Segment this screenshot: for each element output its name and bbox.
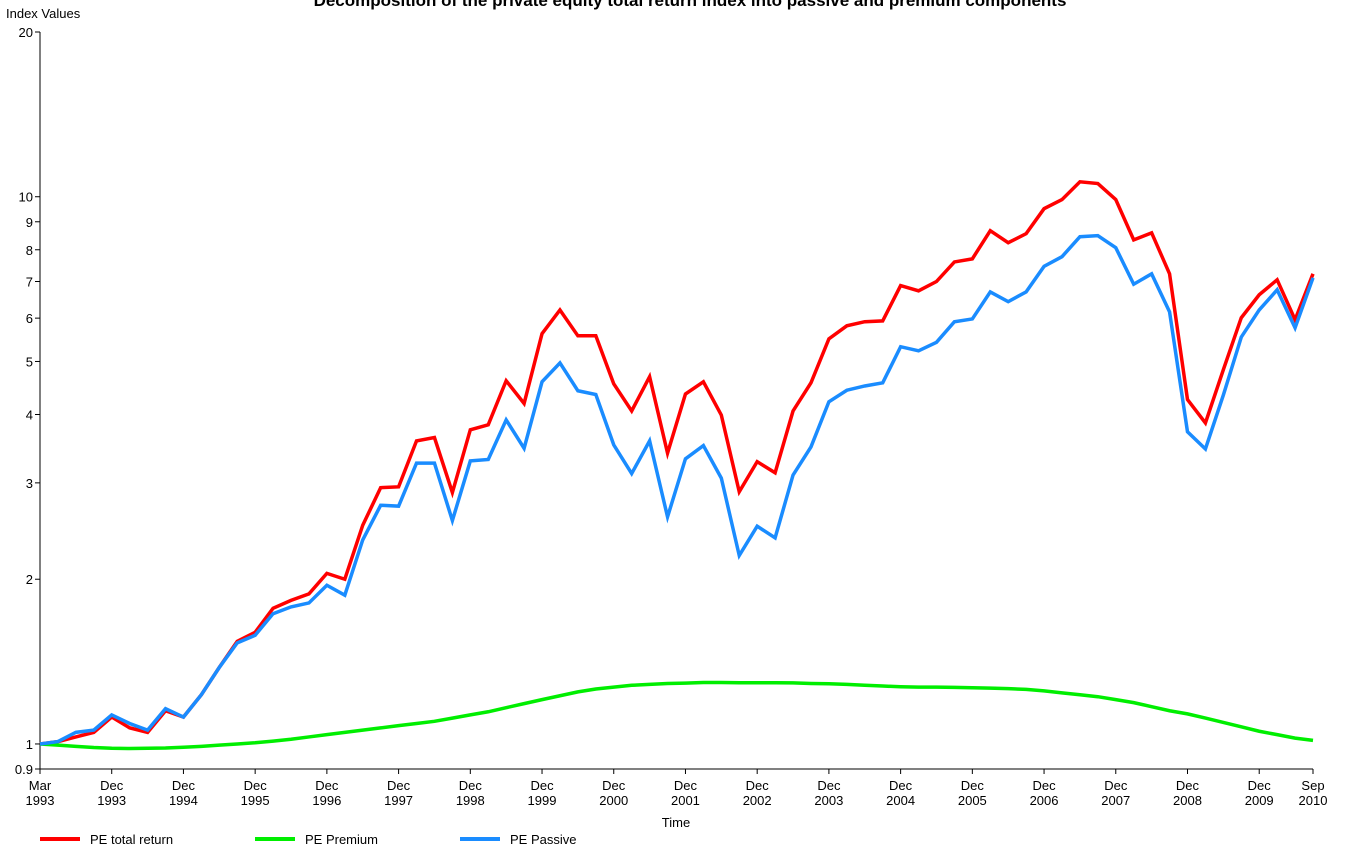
x-tick-label: Dec 2006 bbox=[1029, 778, 1059, 808]
legend-label: PE Premium bbox=[305, 832, 378, 847]
y-tick-label: 6 bbox=[26, 311, 33, 326]
x-tick-label: Dec 2002 bbox=[742, 778, 772, 808]
x-tick-label: Dec 2008 bbox=[1173, 778, 1202, 808]
x-axis-label: Time bbox=[662, 815, 690, 830]
x-tick-label: Dec 1999 bbox=[527, 778, 557, 808]
y-tick-label: 9 bbox=[26, 215, 33, 230]
x-tick-label: Mar 1993 bbox=[25, 778, 55, 808]
y-tick-label: 7 bbox=[26, 274, 33, 289]
x-tick-label: Dec 1997 bbox=[384, 778, 414, 808]
x-tick-label: Dec 2009 bbox=[1244, 778, 1274, 808]
line-series bbox=[39, 680, 1314, 751]
x-tick-label: Dec 1996 bbox=[312, 778, 342, 808]
y-tick-label: 4 bbox=[26, 407, 33, 422]
x-tick-label: Dec 2007 bbox=[1101, 778, 1131, 808]
x-tick-label: Sep 2010 bbox=[1298, 778, 1328, 808]
x-tick-label: Dec 1995 bbox=[240, 778, 270, 808]
y-tick-label: 3 bbox=[26, 476, 33, 491]
y-tick-label: 10 bbox=[19, 190, 33, 205]
y-tick-label: 5 bbox=[26, 354, 33, 369]
legend-label: PE total return bbox=[90, 832, 173, 847]
line-series bbox=[39, 233, 1315, 746]
x-tick-label: Dec 2004 bbox=[886, 778, 916, 808]
x-tick-label: Dec 2001 bbox=[670, 778, 700, 808]
legend-label: PE Passive bbox=[510, 832, 576, 847]
y-tick-label: 0.9 bbox=[15, 762, 33, 777]
line-series bbox=[39, 179, 1315, 746]
chart-title: Decomposition of the private equity tota… bbox=[314, 0, 1067, 10]
y-axis-label: Index Values bbox=[6, 6, 81, 21]
x-tick-label: Dec 1993 bbox=[97, 778, 127, 808]
x-tick-label: Dec 2000 bbox=[599, 778, 629, 808]
y-tick-label: 1 bbox=[26, 737, 33, 752]
y-tick-label: 2 bbox=[26, 572, 33, 587]
y-tick-label: 20 bbox=[19, 25, 33, 40]
x-tick-label: Dec 2005 bbox=[957, 778, 987, 808]
y-tick-label: 8 bbox=[26, 243, 33, 258]
x-tick-label: Dec 2003 bbox=[814, 778, 844, 808]
x-tick-label: Dec 1998 bbox=[455, 778, 485, 808]
x-tick-label: Dec 1994 bbox=[168, 778, 198, 808]
